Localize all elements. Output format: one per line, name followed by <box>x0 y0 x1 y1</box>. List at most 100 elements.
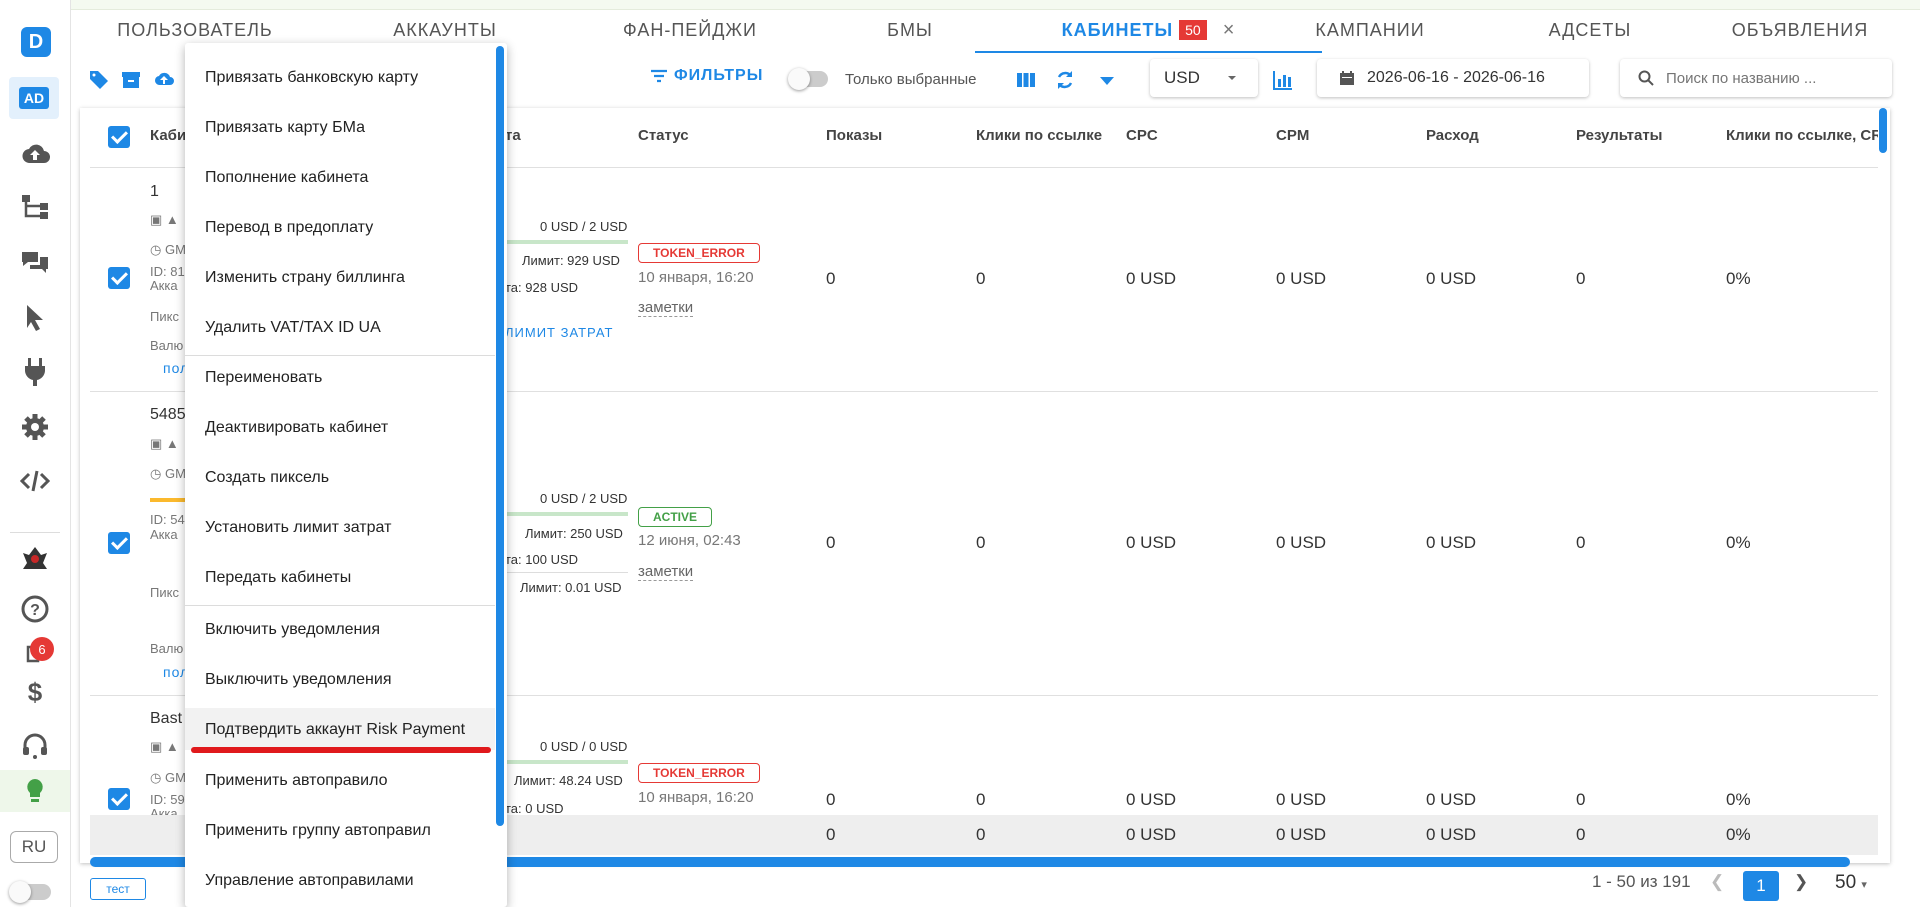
vertical-scrollbar[interactable] <box>1879 108 1887 153</box>
search-box[interactable] <box>1620 59 1892 97</box>
more-link[interactable]: пол <box>163 360 190 376</box>
next-page-icon[interactable]: ❯ <box>1794 872 1809 891</box>
tab-cabinets[interactable]: Кабинеты 50 × <box>975 9 1322 53</box>
hierarchy-icon[interactable] <box>0 183 70 231</box>
cabinet-name[interactable]: 5485 <box>150 406 186 423</box>
cursor-icon[interactable] <box>0 293 70 341</box>
tab-ads[interactable]: Объявления <box>1731 19 1869 40</box>
menu-item-manage-autorules[interactable]: Управление автоправилами <box>205 872 414 889</box>
menu-divider <box>185 605 495 606</box>
clicks-value: 0 <box>976 269 986 288</box>
col-header-name[interactable]: Каби <box>150 127 187 144</box>
col-header-balance[interactable]: та <box>505 127 521 144</box>
menu-item-bind-bm-card[interactable]: Привязать карту БМа <box>205 119 365 136</box>
col-header-cpm[interactable]: CPM <box>1276 127 1310 144</box>
select-all-checkbox[interactable] <box>108 126 130 148</box>
gear-icon[interactable] <box>0 403 70 451</box>
help-icon[interactable]: ? <box>0 585 70 633</box>
currency-label: Валю <box>150 641 184 656</box>
cabinet-id: ID: 54 <box>150 512 185 527</box>
notes-link[interactable]: заметки <box>638 563 694 581</box>
impressions-value: 0 <box>826 790 836 809</box>
row-checkbox[interactable] <box>108 788 130 810</box>
menu-item-disable-notifications[interactable]: Выключить уведомления <box>205 671 392 688</box>
notes-link[interactable]: заметки <box>638 299 694 317</box>
menu-item-transfer[interactable]: Передать кабинеты <box>205 569 352 586</box>
currency-dropdown-icon <box>1228 76 1236 80</box>
plug-icon[interactable] <box>0 348 70 396</box>
current-page-button[interactable]: 1 <box>1743 871 1779 901</box>
menu-item-create-pixel[interactable]: Создать пиксель <box>205 469 330 486</box>
menu-item-bind-bank-card[interactable]: Привязать банковскую карту <box>205 69 419 86</box>
per-page-select[interactable]: 50 ▾ <box>1835 872 1867 894</box>
columns-icon[interactable] <box>1015 69 1037 91</box>
horizontal-scrollbar[interactable] <box>90 857 1850 867</box>
close-icon[interactable]: × <box>1222 18 1236 41</box>
tab-accounts[interactable]: Аккаунты <box>393 19 497 40</box>
col-header-link-clicks-cr[interactable]: Клики по ссылке, CR <box>1726 127 1878 144</box>
menu-item-apply-autorule[interactable]: Применить автоправило <box>205 772 388 789</box>
results-value: 0 <box>1576 269 1586 288</box>
menu-item-billing-country[interactable]: Изменить страну биллинга <box>205 269 405 286</box>
lightbulb-icon[interactable] <box>0 770 70 812</box>
tab-bms[interactable]: БМы <box>887 19 933 40</box>
cloud-upload-icon[interactable] <box>0 129 70 177</box>
sidebar-item-ad[interactable]: AD <box>9 77 59 119</box>
cabinet-name[interactable]: 1 <box>150 183 159 200</box>
language-selector[interactable]: RU <box>10 831 58 863</box>
brand-avatar-icon[interactable] <box>0 535 70 583</box>
col-header-results[interactable]: Результаты <box>1576 127 1663 144</box>
cabinet-name[interactable]: Bast <box>150 710 183 727</box>
spend-limit-link[interactable]: ЛИМИТ ЗАТРАТ <box>505 325 614 340</box>
tab-campaigns[interactable]: Кампании <box>1315 19 1425 40</box>
row-checkbox[interactable] <box>108 532 130 554</box>
col-header-impressions[interactable]: Показы <box>826 127 883 144</box>
tab-fanpages[interactable]: Фан-пейджи <box>623 19 757 40</box>
col-header-status[interactable]: Статус <box>638 127 689 144</box>
total-cpc: 0 USD <box>1126 825 1177 844</box>
menu-item-set-limit[interactable]: Установить лимит затрат <box>205 519 392 536</box>
archive-icon[interactable] <box>120 69 142 91</box>
menu-item-enable-notifications[interactable]: Включить уведомления <box>205 621 380 638</box>
menu-item-delete-vat[interactable]: Удалить VAT/TAX ID UA <box>205 319 381 336</box>
per-page-value: 50 <box>1835 872 1857 893</box>
prev-page-icon[interactable]: ❮ <box>1710 872 1725 891</box>
filters-button[interactable]: ФИЛЬТРЫ <box>650 67 763 85</box>
spend-value: 0 USD <box>1426 533 1477 552</box>
code-icon[interactable] <box>0 457 70 505</box>
refresh-icon[interactable] <box>1054 69 1076 91</box>
col-header-link-clicks[interactable]: Клики по ссылке <box>976 127 1103 144</box>
support-headset-icon[interactable] <box>0 722 70 770</box>
search-input[interactable] <box>1664 68 1868 88</box>
menu-item-rename[interactable]: Переименовать <box>205 369 323 386</box>
more-link[interactable]: пол <box>163 664 190 680</box>
bar-chart-icon[interactable] <box>1272 69 1294 91</box>
clicks-value: 0 <box>976 790 986 809</box>
app-logo[interactable]: D <box>21 27 51 57</box>
date-range-picker[interactable]: 2026-06-16 - 2026-06-16 <box>1317 59 1589 97</box>
tab-user[interactable]: Пользователь <box>117 19 273 40</box>
menu-item-topup[interactable]: Пополнение кабинета <box>205 169 369 186</box>
tag-icon[interactable] <box>88 69 110 91</box>
col-header-spend[interactable]: Расход <box>1426 127 1479 144</box>
cr-value: 0% <box>1726 533 1751 552</box>
menu-scrollbar[interactable] <box>496 46 504 826</box>
theme-toggle[interactable] <box>9 881 51 903</box>
tag-chip[interactable]: тест <box>90 878 146 900</box>
tab-adsets[interactable]: Адсеты <box>1548 19 1632 40</box>
cabinet-id: ID: 59 <box>150 792 185 807</box>
row-checkbox[interactable] <box>108 267 130 289</box>
only-selected-toggle[interactable] <box>788 68 828 90</box>
col-header-cpc[interactable]: CPC <box>1126 127 1158 144</box>
svg-text:?: ? <box>30 602 40 619</box>
top-tabs: Пользователь Аккаунты Фан-пейджи БМы Каб… <box>70 9 1920 53</box>
dollar-icon[interactable]: $ <box>0 668 70 716</box>
cloud-upload-toolbar-icon[interactable] <box>153 69 175 91</box>
chevron-down-icon[interactable] <box>1096 69 1118 91</box>
menu-item-prepay[interactable]: Перевод в предоплату <box>205 219 374 236</box>
currency-select[interactable]: USD <box>1150 59 1258 97</box>
menu-item-apply-autorule-group[interactable]: Применить группу автоправил <box>205 822 431 839</box>
chat-icon[interactable] <box>0 238 70 286</box>
menu-item-deactivate[interactable]: Деактивировать кабинет <box>205 419 389 436</box>
menu-item-confirm-risk-payment[interactable]: Подтвердить аккаунт Risk Payment <box>205 721 466 738</box>
